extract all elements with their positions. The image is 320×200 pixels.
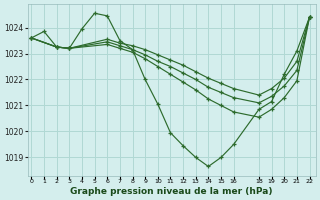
X-axis label: Graphe pression niveau de la mer (hPa): Graphe pression niveau de la mer (hPa) <box>70 187 273 196</box>
